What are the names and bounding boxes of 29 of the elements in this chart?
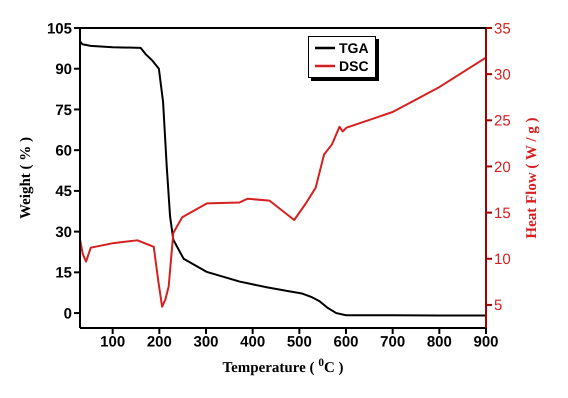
- x-tick-label: 300: [193, 334, 219, 351]
- y-tick-label: 45: [55, 183, 72, 200]
- x-tick-label: 600: [333, 334, 359, 351]
- y2-tick-label: 35: [494, 20, 511, 38]
- y-tick-label: 75: [55, 102, 72, 119]
- x-tick-label: 200: [146, 334, 172, 351]
- y-tick-label: 30: [55, 224, 72, 241]
- y2-tick-label: 20: [494, 158, 511, 176]
- x-tick-label: 500: [286, 334, 312, 351]
- x-tick-label: 100: [100, 334, 126, 351]
- y2-axis-title: Heat Flow ( W / g ): [524, 117, 540, 239]
- y2-tick-label: 25: [494, 112, 511, 130]
- y-tick-label: 60: [55, 142, 72, 160]
- y-axis-title: Weight ( % ): [18, 136, 34, 220]
- y2-tick-label: 30: [494, 66, 511, 84]
- y-tick-label: 15: [55, 264, 72, 282]
- y2-tick-label: 10: [494, 251, 511, 268]
- legend-label: TGA: [339, 39, 369, 57]
- y2-tick-label: 5: [494, 297, 502, 314]
- y-tick-label: 0: [64, 305, 72, 322]
- x-tick-label: 900: [473, 334, 499, 351]
- x-tick-label: 700: [380, 334, 406, 351]
- y-tick-label: 90: [55, 61, 72, 78]
- legend-label: DSC: [339, 57, 369, 75]
- y-tick-label: 105: [46, 20, 72, 38]
- x-tick-label: 800: [426, 334, 452, 351]
- x-tick-label: 400: [240, 334, 266, 351]
- x-axis-title: Temperature ( $^{0}$C ): [222, 357, 344, 376]
- y2-tick-label: 15: [494, 204, 511, 222]
